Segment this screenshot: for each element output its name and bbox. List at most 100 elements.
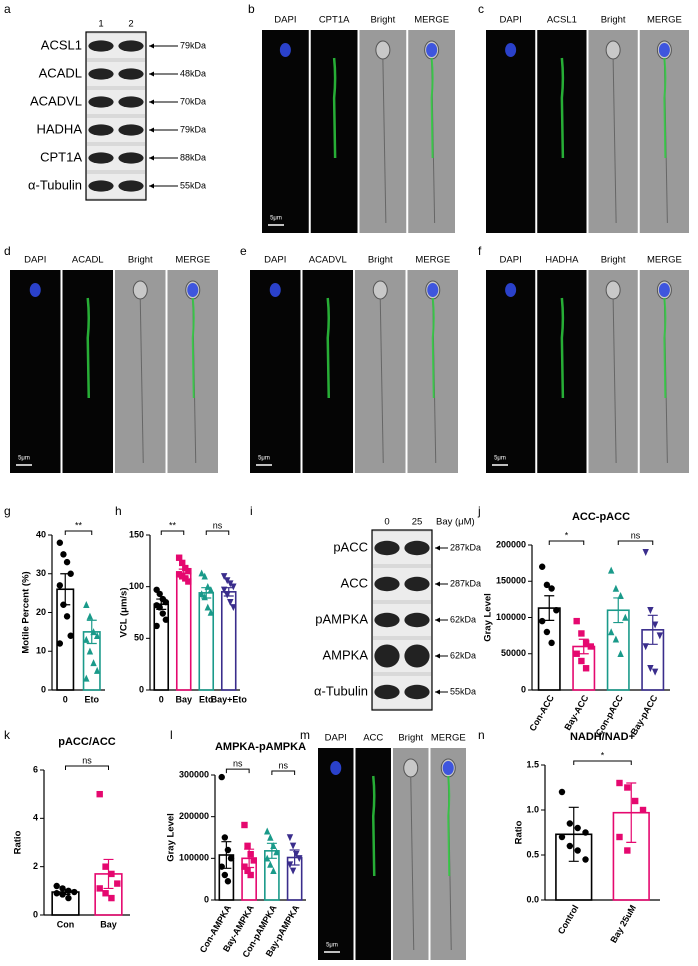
channel-label: Bright — [601, 15, 626, 26]
signal — [430, 57, 434, 159]
data-point — [612, 635, 620, 643]
channel-label: ACADL — [72, 255, 104, 266]
band — [88, 124, 114, 136]
kda-label: 70kDa — [180, 96, 206, 106]
data-point — [201, 572, 208, 580]
sig-bracket — [160, 530, 185, 535]
data-point — [67, 570, 74, 577]
panel-letter: i — [250, 504, 253, 518]
band — [118, 124, 144, 136]
band — [404, 612, 430, 628]
data-point — [267, 860, 274, 868]
data-point — [296, 855, 303, 863]
cell-head — [403, 758, 419, 778]
cell-tail — [382, 58, 387, 224]
data-point — [114, 880, 121, 887]
y-axis-label: Motile Percent (%) — [21, 571, 32, 653]
data-point — [224, 846, 232, 854]
data-point — [63, 613, 71, 620]
data-point — [185, 578, 192, 585]
y-tick-label: 30 — [36, 568, 46, 578]
kda-label: 55kDa — [450, 686, 476, 696]
panel-letter: e — [240, 244, 247, 258]
data-point — [83, 635, 90, 643]
band — [404, 644, 430, 668]
band — [374, 684, 400, 700]
cell-head — [605, 40, 621, 60]
panel-letter: f — [478, 244, 482, 258]
data-point — [247, 850, 254, 858]
x-tick-label: Eto — [199, 694, 214, 704]
channel-label: DAPI — [500, 255, 522, 266]
cell-tail — [139, 298, 144, 464]
signal — [560, 297, 565, 399]
bar — [175, 572, 192, 691]
data-point — [286, 834, 294, 842]
data-point — [185, 567, 192, 575]
x-tick-label: 0 — [159, 694, 164, 704]
data-point — [156, 604, 163, 611]
band — [404, 576, 430, 592]
data-point — [220, 573, 228, 581]
data-point — [53, 890, 60, 897]
x-tick-label: Bay-ACC — [562, 693, 590, 732]
micro-image — [318, 748, 354, 960]
channel-label: Bright — [398, 733, 423, 744]
arrow-head — [435, 617, 440, 623]
lane-label: 2 — [128, 19, 133, 30]
data-point — [538, 563, 546, 570]
data-point — [83, 601, 90, 608]
data-point — [656, 632, 664, 640]
panel-letter: g — [4, 504, 11, 518]
y-tick-label: 6 — [33, 764, 38, 774]
channel-label: DAPI — [500, 15, 522, 26]
y-tick-label: 200000 — [179, 811, 209, 821]
data-point — [639, 806, 647, 814]
y-axis-label: Ratio — [13, 830, 24, 854]
chart-title: ACC-pACC — [572, 511, 630, 523]
data-point — [543, 628, 551, 636]
band — [374, 540, 400, 556]
band — [374, 644, 400, 668]
sig-bracket — [205, 530, 230, 535]
data-point — [162, 598, 170, 606]
data-point — [96, 885, 103, 892]
error-bar — [647, 614, 658, 645]
data-point — [71, 888, 78, 896]
sig-bracket — [271, 770, 296, 775]
data-point — [204, 603, 211, 611]
data-point — [224, 878, 232, 885]
sig-label: ns — [631, 530, 641, 540]
channel-label: MERGE — [415, 255, 450, 266]
cell-tail — [612, 58, 617, 224]
panel-letter: j — [477, 504, 481, 518]
y-tick-label: 50000 — [501, 648, 526, 658]
dapi — [442, 761, 454, 775]
data-point — [60, 601, 67, 608]
y-tick-label: 300000 — [179, 769, 209, 779]
chart-title: pACC/ACC — [58, 736, 115, 748]
lane-label: 1 — [98, 19, 103, 30]
channel-label: DAPI — [264, 255, 286, 266]
data-point — [218, 773, 225, 781]
data-point — [63, 558, 71, 566]
kda-label: 79kDa — [180, 40, 206, 50]
sig-bracket — [65, 765, 109, 770]
data-point — [227, 580, 234, 588]
y-tick-label: 20 — [36, 607, 46, 617]
y-tick-label: 200000 — [496, 539, 526, 549]
arrow-head — [149, 183, 154, 189]
arrow-head — [435, 689, 440, 695]
kda-label: 55kDa — [180, 180, 206, 190]
data-point — [286, 861, 294, 869]
cell-tail — [379, 298, 384, 464]
chart-title: NADH/NAD+ — [570, 731, 635, 743]
dapi — [330, 761, 342, 775]
panel-letter: d — [4, 244, 11, 258]
data-point — [642, 549, 649, 556]
data-point — [230, 583, 237, 591]
data-point — [582, 829, 589, 836]
data-point — [553, 607, 560, 614]
sig-bracket — [225, 768, 250, 774]
band — [118, 40, 144, 52]
